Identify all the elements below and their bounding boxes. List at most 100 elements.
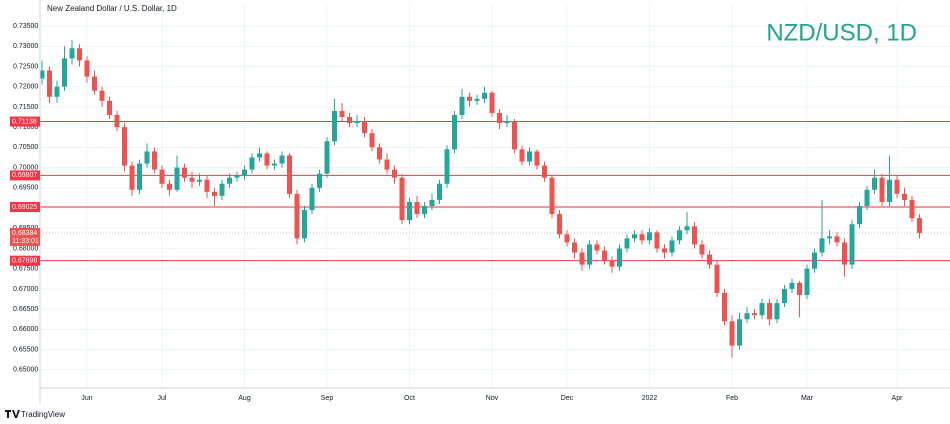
y-tick-label: 0.71000 bbox=[13, 124, 38, 131]
y-tick-label: 0.65000 bbox=[13, 367, 38, 374]
candle-body bbox=[467, 96, 472, 101]
candle-body bbox=[534, 151, 540, 166]
candle-body bbox=[317, 173, 322, 188]
candle-body bbox=[759, 303, 765, 316]
candle-body bbox=[227, 177, 232, 184]
x-tick-label: Feb bbox=[726, 395, 738, 402]
candle-body bbox=[152, 151, 157, 170]
candle-body bbox=[234, 175, 240, 178]
candle-body bbox=[437, 183, 442, 200]
candles bbox=[39, 40, 922, 358]
candle-body bbox=[122, 127, 127, 166]
candle-body bbox=[647, 232, 652, 241]
last-price-label: 0.68384 bbox=[12, 230, 37, 237]
candle-body bbox=[69, 48, 75, 59]
candle-body bbox=[129, 165, 135, 190]
candle-body bbox=[617, 248, 622, 267]
candle-body bbox=[324, 141, 330, 174]
y-tick-label: 0.73500 bbox=[13, 23, 38, 30]
chart-title: New Zealand Dollar / U.S. Dollar, 1D bbox=[47, 4, 177, 13]
candle-body bbox=[264, 153, 270, 166]
y-tick-label: 0.72500 bbox=[13, 63, 38, 70]
level-label-box bbox=[10, 255, 40, 266]
candle-body bbox=[279, 155, 285, 164]
candle-body bbox=[144, 151, 150, 164]
candle-body bbox=[602, 250, 607, 261]
candle-body bbox=[309, 187, 315, 211]
x-tick-label: Apr bbox=[892, 395, 904, 402]
level-label: 0.71138 bbox=[12, 118, 37, 125]
candle-body bbox=[827, 236, 832, 239]
candle-body bbox=[692, 226, 697, 245]
candle-body bbox=[347, 117, 352, 124]
candle-body bbox=[114, 115, 120, 128]
level-label-box bbox=[10, 116, 40, 127]
candle-body bbox=[782, 288, 787, 304]
candle-body bbox=[512, 121, 517, 150]
candle-body bbox=[429, 199, 435, 207]
candle-body bbox=[272, 163, 277, 166]
y-tick-label: 0.71500 bbox=[13, 104, 38, 111]
x-tick-label: Jun bbox=[81, 395, 92, 402]
candle-body bbox=[407, 201, 412, 221]
candle-body bbox=[624, 238, 630, 249]
x-tick-label: Nov bbox=[486, 395, 499, 402]
countdown-label: 11:33:01 bbox=[12, 238, 39, 245]
y-tick-label: 0.68000 bbox=[13, 245, 38, 252]
candle-body bbox=[819, 238, 825, 253]
candle-body bbox=[489, 92, 495, 113]
candle-body bbox=[707, 254, 712, 265]
candle-body bbox=[212, 191, 217, 196]
candle-body bbox=[527, 151, 532, 162]
level-label: 0.69807 bbox=[12, 172, 37, 179]
candle-body bbox=[392, 169, 397, 178]
candle-body bbox=[744, 313, 750, 320]
candle-body bbox=[47, 70, 52, 97]
candle-body bbox=[579, 252, 585, 265]
logo-icon bbox=[5, 410, 20, 418]
candle-body bbox=[257, 153, 262, 158]
candle-body bbox=[894, 179, 900, 194]
candle-body bbox=[804, 268, 810, 295]
candle-body bbox=[242, 169, 247, 176]
candle-body bbox=[812, 252, 817, 269]
candle-body bbox=[797, 282, 802, 295]
x-tick-label: Oct bbox=[404, 395, 415, 402]
level-label: 0.69025 bbox=[12, 204, 37, 211]
x-tick-label: Mar bbox=[801, 395, 814, 402]
x-tick-label: 2022 bbox=[642, 395, 658, 402]
candle-body bbox=[662, 248, 667, 253]
candle-body bbox=[902, 193, 907, 200]
candle-body bbox=[594, 244, 600, 251]
candle-body bbox=[302, 210, 307, 239]
candle-body bbox=[62, 58, 67, 87]
candle-body bbox=[767, 303, 772, 320]
candle-body bbox=[774, 303, 780, 320]
candle-body bbox=[519, 149, 525, 162]
candle-body bbox=[849, 224, 855, 265]
candle-body bbox=[564, 234, 570, 243]
candle-body bbox=[159, 169, 165, 184]
candle-body bbox=[722, 292, 727, 322]
candle-body bbox=[587, 244, 592, 265]
candle-body bbox=[864, 189, 870, 207]
candle-body bbox=[422, 206, 427, 215]
candle-body bbox=[99, 90, 105, 101]
candle-body bbox=[452, 115, 457, 150]
candle-body bbox=[737, 319, 742, 346]
y-tick-label: 0.65500 bbox=[13, 346, 38, 353]
candle-body bbox=[249, 157, 255, 170]
candle-body bbox=[504, 121, 510, 124]
candle-body bbox=[482, 92, 487, 99]
candle-body bbox=[39, 70, 45, 79]
y-tick-label: 0.70500 bbox=[13, 144, 38, 151]
y-tick-label: 0.73000 bbox=[13, 43, 38, 50]
y-tick-label: 0.69500 bbox=[13, 185, 38, 192]
candle-body bbox=[557, 214, 562, 235]
candle-body bbox=[872, 177, 877, 190]
level-label-box bbox=[10, 202, 40, 213]
candle-body bbox=[189, 177, 195, 182]
candle-body bbox=[714, 264, 720, 293]
